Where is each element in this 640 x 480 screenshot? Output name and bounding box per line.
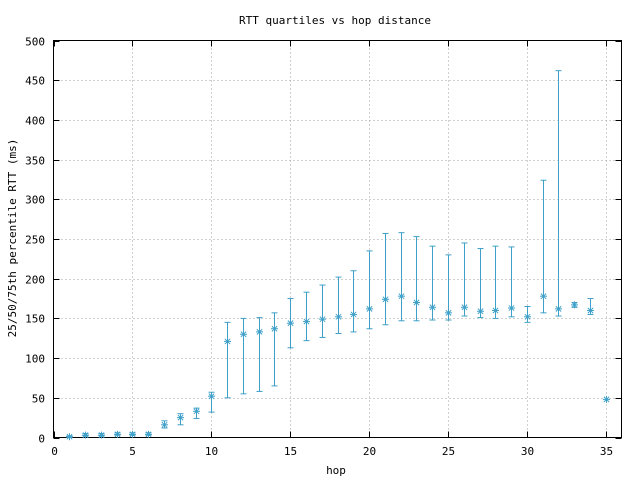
data-point	[114, 430, 121, 438]
median-marker	[177, 414, 184, 422]
data-point	[429, 245, 436, 321]
median-marker	[82, 431, 89, 439]
median-marker	[240, 330, 247, 338]
median-marker	[603, 395, 610, 403]
y-ticks: 0 50 100 150 200 250 300 350 400 450 500	[25, 36, 622, 446]
median-marker	[193, 407, 200, 415]
median-marker	[161, 421, 168, 429]
x-tick-label: 20	[363, 445, 376, 458]
x-tick-label: 0	[51, 445, 58, 458]
data-point	[271, 312, 278, 387]
data-point	[603, 395, 610, 403]
data-point	[145, 430, 152, 438]
x-tick-label: 25	[442, 445, 455, 458]
median-marker	[224, 337, 231, 345]
median-marker	[524, 313, 531, 321]
y-tick-label: 300	[25, 194, 45, 207]
data-point	[366, 250, 373, 330]
data-point	[66, 433, 73, 441]
y-tick-label: 0	[38, 433, 45, 446]
x-tick-label: 5	[129, 445, 136, 458]
data-series	[66, 70, 610, 441]
data-point	[287, 298, 294, 349]
median-marker	[508, 304, 515, 312]
data-point	[98, 431, 105, 439]
data-point	[350, 270, 357, 333]
median-marker	[256, 328, 263, 336]
x-ticks: 0 5 10 15 20 25 30 35	[51, 40, 613, 458]
chart-title: RTT quartiles vs hop distance	[239, 14, 431, 27]
y-tick-label: 250	[25, 234, 45, 247]
x-tick-label: 10	[205, 445, 218, 458]
median-marker	[335, 313, 342, 321]
data-point	[82, 431, 89, 439]
data-point	[492, 245, 499, 319]
median-marker	[303, 318, 310, 326]
data-point	[193, 407, 200, 419]
median-marker	[445, 309, 452, 317]
data-point	[540, 179, 547, 314]
y-axis-label: 25/50/75th percentile RTT (ms)	[6, 139, 19, 338]
data-point	[240, 317, 247, 395]
data-point	[445, 254, 452, 321]
data-point	[382, 232, 389, 326]
median-marker	[287, 319, 294, 327]
x-axis-label: hop	[326, 464, 346, 477]
data-point	[319, 284, 326, 338]
x-tick-label: 30	[521, 445, 534, 458]
median-marker	[477, 307, 484, 315]
grid	[53, 40, 622, 438]
median-marker	[66, 433, 73, 441]
median-marker	[587, 306, 594, 314]
median-marker	[366, 305, 373, 313]
y-tick-label: 400	[25, 115, 45, 128]
data-point	[587, 298, 594, 315]
data-point	[208, 391, 215, 413]
y-tick-label: 50	[32, 393, 45, 406]
median-marker	[413, 299, 420, 307]
data-point	[335, 276, 342, 334]
data-point	[477, 248, 484, 319]
data-point	[161, 420, 168, 429]
median-marker	[398, 292, 405, 300]
data-point	[571, 301, 578, 309]
y-tick-label: 150	[25, 313, 45, 326]
median-marker	[555, 305, 562, 313]
data-point	[303, 291, 310, 342]
y-tick-label: 500	[25, 36, 45, 49]
median-marker	[319, 315, 326, 323]
median-marker	[350, 310, 357, 318]
y-tick-label: 350	[25, 155, 45, 168]
data-point	[224, 321, 231, 399]
median-marker	[571, 301, 578, 309]
median-marker	[382, 295, 389, 303]
median-marker	[114, 430, 121, 438]
data-point	[461, 242, 468, 317]
data-point	[177, 413, 184, 426]
median-marker	[129, 430, 136, 438]
x-tick-label: 35	[600, 445, 613, 458]
median-marker	[429, 303, 436, 311]
data-point	[398, 232, 405, 322]
x-tick-label: 15	[284, 445, 297, 458]
median-marker	[98, 431, 105, 439]
data-point	[413, 236, 420, 322]
data-point	[256, 317, 263, 392]
y-tick-label: 100	[25, 353, 45, 366]
data-point	[524, 305, 531, 323]
median-marker	[461, 303, 468, 311]
median-marker	[540, 292, 547, 300]
y-tick-label: 450	[25, 75, 45, 88]
data-point	[555, 70, 562, 317]
median-marker	[208, 392, 215, 400]
y-tick-label: 200	[25, 274, 45, 287]
median-marker	[492, 306, 499, 314]
median-marker	[271, 325, 278, 333]
data-point	[508, 246, 515, 318]
median-marker	[145, 430, 152, 438]
data-point	[129, 430, 136, 438]
